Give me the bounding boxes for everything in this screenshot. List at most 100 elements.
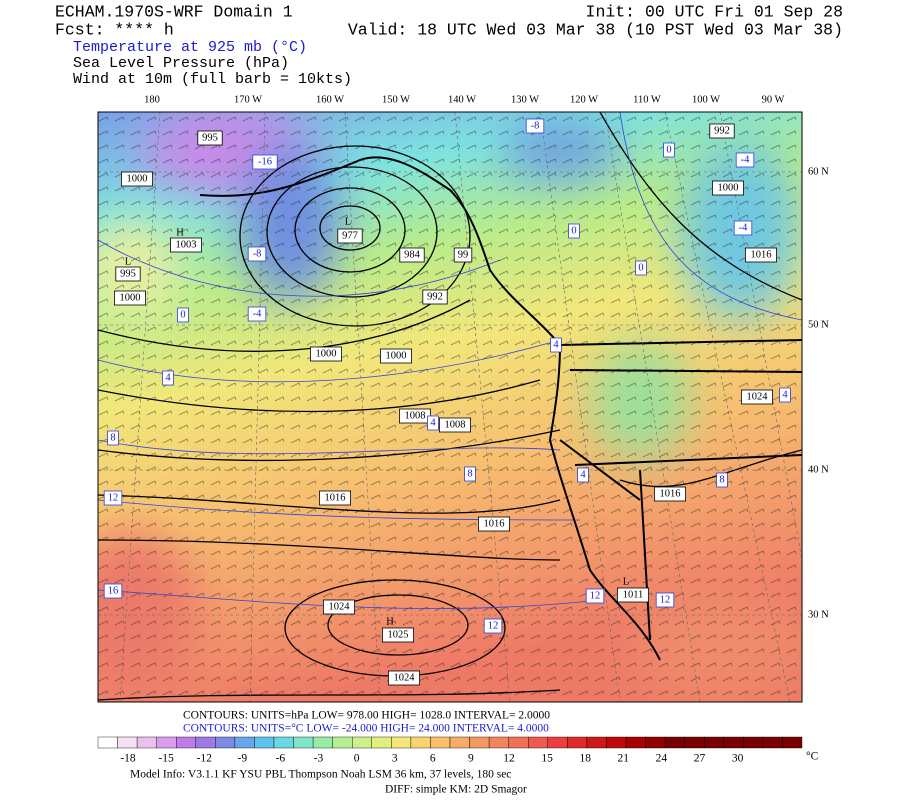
colorbar-swatch — [332, 736, 353, 749]
temperature-label-box — [252, 154, 278, 170]
temperature-label-box — [107, 430, 119, 446]
pressure-label: 1008 — [445, 419, 466, 430]
temperature-label: 0 — [180, 309, 185, 320]
pressure-label-box — [654, 486, 687, 502]
colorbar-swatch — [195, 736, 216, 749]
colorbar-swatch — [156, 736, 177, 749]
pressure-label-box — [197, 130, 223, 146]
temperature-label: 16 — [108, 585, 119, 596]
pressure-label: 992 — [714, 125, 730, 136]
pressure-label: 1000 — [718, 182, 739, 193]
temperature-label: 4 — [165, 372, 171, 383]
temperature-label: -8 — [531, 120, 540, 131]
temperature-label-box — [247, 306, 267, 322]
longitude-label: 160 W — [316, 94, 344, 105]
pressure-label-box — [337, 228, 363, 244]
latitude-label: 60 N — [808, 166, 829, 177]
pressure-label-box — [745, 247, 778, 263]
temperature-label-box — [483, 618, 503, 634]
colorbar-swatch — [254, 736, 275, 749]
colorbar-swatch — [625, 736, 646, 749]
temperature-label: 4 — [580, 469, 586, 480]
pressure-label: 984 — [404, 249, 421, 260]
colorbar-swatch — [273, 736, 294, 749]
pressure-label-box — [318, 490, 351, 506]
temperature-label-box — [568, 223, 580, 239]
pressure-label-box — [712, 180, 745, 196]
colorbar-swatch — [312, 736, 333, 749]
pressure-label-box — [438, 417, 471, 433]
pressure-label-box — [387, 670, 420, 686]
temperature-label-box — [162, 370, 174, 386]
temperature-label-box — [103, 583, 123, 599]
colorbar-swatch — [723, 736, 744, 749]
colorbar-swatch — [176, 736, 196, 749]
colorbar-label: 21 — [618, 753, 630, 765]
temperature-label: 12 — [488, 620, 499, 631]
temperature-label: 8 — [467, 468, 472, 479]
pressure-label: L — [345, 216, 351, 227]
temperature-label: -8 — [253, 248, 262, 259]
temperature-label-box — [779, 387, 791, 403]
pressure-label: H — [176, 227, 184, 238]
colorbar-swatch — [547, 736, 568, 749]
temperature-label: -4 — [253, 308, 262, 319]
pressure-label-box — [114, 290, 147, 306]
temperature-label-box — [247, 246, 267, 262]
latitude-label: 50 N — [808, 319, 829, 330]
longitude-label: 130 W — [511, 94, 539, 105]
pressure-label: 1003 — [176, 239, 197, 250]
pressure-label: 1011 — [623, 589, 644, 600]
temperature-label-box — [655, 592, 675, 608]
colorbar-label: 9 — [468, 753, 474, 765]
temperature-label-box — [550, 337, 562, 353]
temperature-label-box — [585, 588, 605, 604]
colorbar-swatch — [704, 736, 724, 749]
colorbar-swatch — [606, 736, 627, 749]
pressure-label: L — [623, 576, 629, 587]
temperature-label-box — [525, 118, 545, 134]
colorbar-swatch — [97, 736, 118, 749]
colorbar-swatch — [430, 736, 451, 749]
colorbar-swatch — [488, 736, 509, 749]
pressure-label: 1016 — [484, 518, 505, 529]
model-title: ECHAM.1970S-WRF Domain 1 — [55, 2, 293, 21]
colorbar-swatch — [586, 736, 607, 749]
colorbar-swatch — [664, 736, 685, 749]
pressure-label: 1024 — [329, 601, 351, 612]
colorbar-swatch — [645, 736, 666, 749]
pressure-label: H — [386, 616, 394, 627]
temperature-label: 8 — [719, 474, 724, 485]
pressure-label-box — [617, 587, 650, 603]
pressure-label: 1016 — [325, 492, 346, 503]
pressure-label-box — [709, 123, 735, 139]
temperature-label: 4 — [553, 339, 559, 350]
temperature-label: 8 — [110, 432, 115, 443]
colorbar-label: 30 — [732, 753, 744, 765]
pressure-label-box — [169, 237, 202, 253]
colorbar-label: 12 — [503, 753, 515, 765]
colorbar-label: 27 — [694, 753, 706, 765]
longitude-label: 150 W — [382, 94, 410, 105]
temperature-label-box — [735, 152, 755, 168]
longitude-label: 140 W — [448, 94, 476, 105]
colorbar-swatch — [371, 736, 392, 749]
colorbar-label: 18 — [579, 753, 591, 765]
latitude-label: 40 N — [808, 464, 829, 475]
pressure-label-box — [741, 389, 774, 405]
pressure-label-box — [422, 289, 448, 305]
field-label: Wind at 10m (full barb = 10kts) — [73, 71, 352, 88]
contour-info: CONTOURS: UNITS=°C LOW= -24.000 HIGH= 24… — [183, 723, 549, 735]
pressure-label-box — [309, 346, 342, 362]
pressure-label: 977 — [342, 230, 358, 241]
pressure-label: 1024 — [747, 391, 769, 402]
colorbar-swatch — [782, 736, 803, 749]
pressure-label-box — [453, 247, 473, 263]
temperature-label: 4 — [430, 417, 436, 428]
pressure-label: 1025 — [388, 629, 409, 640]
pressure-label: 995 — [202, 132, 218, 143]
diff-info: DIFF: simple KM: 2D Smagor — [385, 784, 527, 796]
pressure-label: L — [125, 256, 131, 267]
temperature-label: -16 — [258, 156, 272, 167]
longitude-label: 120 W — [570, 94, 598, 105]
